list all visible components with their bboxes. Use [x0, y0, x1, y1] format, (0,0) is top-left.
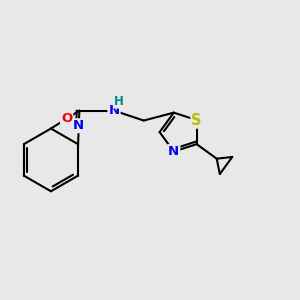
Text: N: N: [168, 145, 179, 158]
Text: N: N: [73, 119, 84, 132]
Text: S: S: [191, 112, 202, 128]
Text: H: H: [113, 95, 123, 108]
Text: N: N: [109, 104, 120, 117]
Text: O: O: [61, 112, 72, 125]
